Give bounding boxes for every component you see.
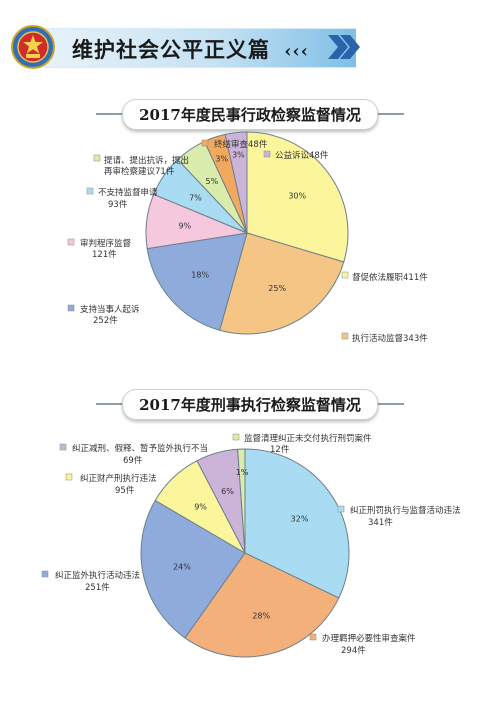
chart1-slice-label-3-line-1: 121件 xyxy=(92,249,117,260)
chart1-slice-0 xyxy=(246,131,349,263)
chart2-legend-swatch-3 xyxy=(65,473,73,481)
chart2-slice-label-1-line-1: 294件 xyxy=(341,645,366,656)
chart1-title: 2017年度民事行政检察监督情况 xyxy=(122,99,378,130)
chart2-pct-label-0: 32% xyxy=(291,515,309,524)
chart2-pie: 32% 28% 24% 9% 6% 1% 纠正刑罚执行与监督活动违法341件办理羁押必要性审… xyxy=(41,433,461,658)
chart1-slice-label-2-line-0: 支持当事人起诉 xyxy=(80,304,140,315)
procuratorate-emblem-icon xyxy=(11,25,55,69)
chart1-pct-label-1: 25% xyxy=(268,284,286,293)
chart1-slice-label-4-line-1: 93件 xyxy=(108,199,128,210)
chart1-slice-label-4-line-0: 不支持监督申请 xyxy=(98,187,158,198)
chart1-legend-swatch-0 xyxy=(341,271,349,279)
chart1-pct-label-3: 9% xyxy=(178,222,191,231)
banner-bar xyxy=(44,28,356,68)
chart1-slice-label-1-line-0: 执行活动监督343件 xyxy=(352,333,428,344)
chart1-pct-label-4: 7% xyxy=(189,193,202,202)
chart2-slice-label-2-line-1: 251件 xyxy=(85,582,110,593)
page-banner: 维护社会公平正义篇 ‹‹‹ xyxy=(0,22,500,72)
chart1-slice-7 xyxy=(224,131,248,234)
chart2-pct-label-5: 1% xyxy=(236,468,249,477)
chart2-slice-5 xyxy=(237,448,246,554)
chart1-pct-label-2: 18% xyxy=(191,271,209,280)
chart2-legend-swatch-4 xyxy=(59,443,67,451)
chart2-slice-label-5-line-1: 12件 xyxy=(270,444,290,455)
chart2-pct-label-2: 24% xyxy=(173,563,191,572)
chart2-slice-label-0-line-0: 纠正刑罚执行与监督活动违法 xyxy=(350,505,461,516)
banner-title: 维护社会公平正义篇 ‹‹‹ xyxy=(72,34,309,64)
chart2-legend-swatch-1 xyxy=(309,633,317,641)
chart1-legend-swatch-4 xyxy=(86,187,94,195)
chart1-pct-label-7: 3% xyxy=(232,151,245,160)
chart1-slice-label-0-line-0: 督促依法履职411件 xyxy=(352,272,428,283)
chart2-slice-label-5-line-0: 监督清理纠正未交付执行刑罚案件 xyxy=(244,433,372,444)
banner-title-text: 维护社会公平正义篇 xyxy=(72,37,270,62)
chart2-legend-swatch-2 xyxy=(41,570,49,578)
chart2-slice-1 xyxy=(184,552,340,658)
chart2-slice-label-3-line-1: 95件 xyxy=(115,485,135,496)
chart1-legend-swatch-2 xyxy=(67,304,75,312)
chart2-slice-0 xyxy=(244,448,350,599)
chart1-legend-swatch-7 xyxy=(263,150,271,158)
chart2-slice-label-1-line-0: 办理羁押必要性审查案件 xyxy=(322,633,416,644)
chart2-legend-swatch-5 xyxy=(232,433,240,441)
chart1-pct-label-6: 3% xyxy=(215,154,228,163)
chart2-title: 2017年度刑事执行检察监督情况 xyxy=(122,389,378,420)
chart1-slice-label-7-line-0: 公益诉讼48件 xyxy=(275,150,329,161)
chart1-pct-label-0: 30% xyxy=(288,192,306,201)
chart1-legend-swatch-5 xyxy=(93,154,101,162)
chart1-slice-1 xyxy=(219,232,345,335)
chart2-slice-2 xyxy=(140,499,246,639)
chart2-legend-swatch-0 xyxy=(337,505,345,513)
chart1-legend-swatch-6 xyxy=(201,139,209,147)
chart1-slice-label-2-line-1: 252件 xyxy=(93,315,118,326)
chart2-slice-label-3-line-0: 纠正财产刑执行违法 xyxy=(80,473,157,484)
chart1-legend-swatch-1 xyxy=(341,332,349,340)
chart1-slice-label-6-line-0: 终结审查48件 xyxy=(214,139,268,150)
chart1-pct-label-5: 5% xyxy=(206,177,219,186)
chart2-slice-label-0-line-1: 341件 xyxy=(368,517,393,528)
chart2-slice-label-4-line-1: 69件 xyxy=(123,455,143,466)
banner-decoration: ‹‹‹ xyxy=(284,41,309,62)
chart1-slice-label-5-line-0: 提请、提出抗诉，提出 xyxy=(104,155,189,166)
chart1-legend-swatch-3 xyxy=(67,238,75,246)
chart2-pct-label-4: 6% xyxy=(221,487,234,496)
chart2-pct-label-1: 28% xyxy=(252,611,270,620)
chart2-pct-label-3: 9% xyxy=(194,502,207,511)
chart2-slice-label-4-line-0: 纠正减刑、假释、暂予监外执行不当 xyxy=(72,443,208,454)
chart1-slice-label-3-line-0: 审判程序监督 xyxy=(80,238,132,249)
double-chevron-icon xyxy=(328,35,360,59)
chart1-slice-label-5-line-1: 再审检察建议71件 xyxy=(104,166,175,177)
chart2-slice-label-2-line-0: 纠正监外执行活动违法 xyxy=(55,570,140,581)
chart1-slice-2 xyxy=(146,232,248,331)
